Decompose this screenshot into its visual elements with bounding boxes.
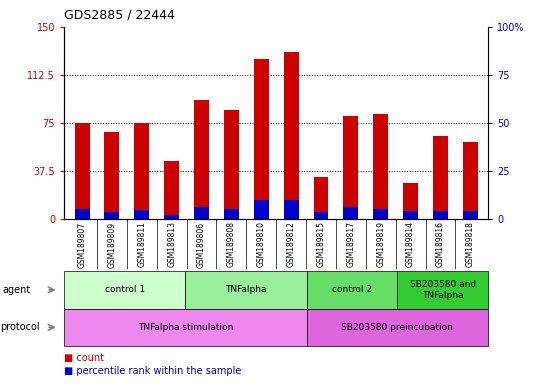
Text: GSM189814: GSM189814 — [406, 221, 415, 267]
Text: GSM189813: GSM189813 — [167, 221, 176, 267]
Text: ■ count: ■ count — [64, 353, 104, 363]
Bar — [64, 271, 185, 309]
Text: SB203580 preincubation: SB203580 preincubation — [341, 323, 453, 332]
Bar — [403, 183, 418, 219]
Text: GSM189809: GSM189809 — [108, 221, 117, 268]
Text: GSM189807: GSM189807 — [78, 221, 86, 268]
Text: control 2: control 2 — [332, 285, 372, 295]
Bar — [224, 110, 239, 219]
Bar — [75, 209, 89, 219]
Text: GSM189808: GSM189808 — [227, 221, 236, 267]
Text: GSM189818: GSM189818 — [466, 221, 475, 267]
Text: TNFalpha stimulation: TNFalpha stimulation — [138, 323, 233, 332]
Bar — [64, 309, 306, 346]
Text: GSM189816: GSM189816 — [436, 221, 445, 267]
Bar — [164, 215, 179, 219]
Bar — [194, 207, 209, 219]
Bar — [314, 177, 329, 219]
Bar — [283, 53, 299, 219]
Bar — [373, 209, 388, 219]
Text: GSM189810: GSM189810 — [257, 221, 266, 267]
Bar — [185, 271, 306, 309]
Bar — [397, 271, 488, 309]
Bar — [343, 207, 358, 219]
Bar — [254, 200, 269, 219]
Bar — [164, 161, 179, 219]
Bar — [224, 209, 239, 219]
Bar — [463, 211, 478, 219]
Bar — [343, 116, 358, 219]
Text: GSM189819: GSM189819 — [376, 221, 385, 267]
Bar — [104, 212, 119, 219]
Text: control 1: control 1 — [105, 285, 145, 295]
Text: TNFalpha: TNFalpha — [225, 285, 267, 295]
Bar — [433, 211, 448, 219]
Bar — [306, 309, 488, 346]
Text: SB203580 and
TNFalpha: SB203580 and TNFalpha — [410, 280, 476, 300]
Text: GSM189812: GSM189812 — [287, 221, 296, 267]
Text: GSM189806: GSM189806 — [197, 221, 206, 268]
Bar — [463, 142, 478, 219]
Bar — [373, 114, 388, 219]
Bar — [403, 211, 418, 219]
Text: agent: agent — [3, 285, 31, 295]
Bar — [283, 200, 299, 219]
Bar — [75, 123, 89, 219]
Text: GSM189817: GSM189817 — [347, 221, 355, 267]
Bar — [306, 271, 397, 309]
Text: GSM189811: GSM189811 — [137, 221, 146, 267]
Bar — [433, 136, 448, 219]
Bar — [314, 212, 329, 219]
Bar — [134, 210, 150, 219]
Text: ■ percentile rank within the sample: ■ percentile rank within the sample — [64, 366, 242, 376]
Text: GSM189815: GSM189815 — [316, 221, 325, 267]
Bar — [194, 100, 209, 219]
Bar — [254, 59, 269, 219]
Text: protocol: protocol — [0, 322, 40, 333]
Bar — [104, 132, 119, 219]
Text: GDS2885 / 22444: GDS2885 / 22444 — [64, 8, 175, 21]
Bar — [134, 123, 150, 219]
